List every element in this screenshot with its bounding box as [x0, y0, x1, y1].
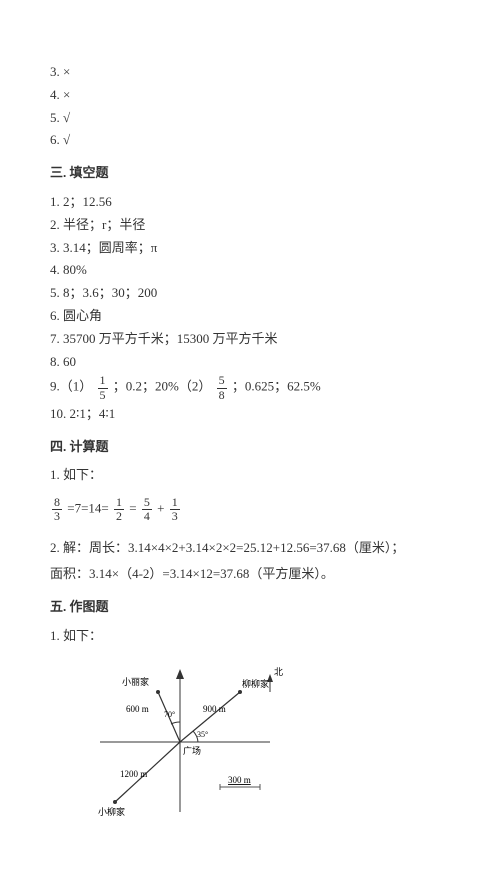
s3-9-frac2: 5 8 — [217, 374, 227, 401]
s4-op3: + — [157, 501, 164, 516]
s3-item4: 4. 80% — [50, 260, 450, 281]
s3-item2: 2. 半径；r；半径 — [50, 215, 450, 236]
s3-9-prefix: 9.（1） — [50, 379, 92, 394]
section4-body: 1. 如下： 8 3 =7=14= 1 2 = 5 4 + 1 3 2. 解：周… — [50, 465, 450, 585]
s4-eq: 8 3 =7=14= 1 2 = 5 4 + 1 3 — [50, 496, 450, 523]
s4-item1-label: 1. 如下： — [50, 465, 450, 486]
s4-item2b: 面积：3.14×（4-2）=3.14×12=37.68（平方厘米）。 — [50, 564, 450, 585]
s3-item9: 9.（1） 1 5 ；0.2；20%（2） 5 8 ；0.625；62.5% — [50, 374, 450, 401]
svg-text:70°: 70° — [164, 710, 175, 719]
ans-6: 6. √ — [50, 130, 450, 151]
svg-text:北: 北 — [274, 667, 283, 677]
s3-item3: 3. 3.14；圆周率；π — [50, 238, 450, 259]
s4-op2: = — [129, 501, 136, 516]
s4-op1: =7=14= — [67, 501, 109, 516]
svg-text:广场: 广场 — [183, 745, 201, 756]
svg-text:1200 m: 1200 m — [120, 769, 147, 779]
s3-item5: 5. 8；3.6；30；200 — [50, 283, 450, 304]
s3-9-frac1: 1 5 — [98, 374, 108, 401]
svg-text:小柳家: 小柳家 — [98, 806, 125, 817]
s4-f2: 1 2 — [114, 496, 124, 523]
s3-9-mid2: ；0.625；62.5% — [232, 379, 321, 394]
section4-title: 四. 计算题 — [50, 437, 450, 458]
s3-item10: 10. 2∶1；4∶1 — [50, 404, 450, 425]
section5-body: 1. 如下： 北 柳柳家 900 m 小丽家 600 m 小柳家 1200 — [50, 626, 450, 834]
svg-text:小丽家: 小丽家 — [122, 676, 149, 687]
s5-item1-label: 1. 如下： — [50, 626, 450, 647]
s4-item2a: 2. 解：周长：3.14×4×2+3.14×2×2=25.12+12.56=37… — [50, 538, 450, 559]
s3-item8: 8. 60 — [50, 352, 450, 373]
svg-text:600 m: 600 m — [126, 704, 149, 714]
svg-text:900 m: 900 m — [203, 704, 226, 714]
svg-text:35°: 35° — [197, 730, 208, 739]
ans-3: 3. × — [50, 62, 450, 83]
compass-diagram: 北 柳柳家 900 m 小丽家 600 m 小柳家 1200 m 70° 35° — [80, 657, 450, 834]
s4-f3: 5 4 — [142, 496, 152, 523]
section5-title: 五. 作图题 — [50, 597, 450, 618]
svg-text:柳柳家: 柳柳家 — [242, 678, 269, 689]
svg-text:300 m: 300 m — [228, 775, 251, 785]
s4-f1: 8 3 — [52, 496, 62, 523]
ans-5: 5. √ — [50, 108, 450, 129]
section3-title: 三. 填空题 — [50, 163, 450, 184]
s3-9-mid1: ；0.2；20%（2） — [113, 379, 212, 394]
s3-item6: 6. 圆心角 — [50, 306, 450, 327]
section3-body: 1. 2；12.56 2. 半径；r；半径 3. 3.14；圆周率；π 4. 8… — [50, 192, 450, 425]
ans-4: 4. × — [50, 85, 450, 106]
s3-item1: 1. 2；12.56 — [50, 192, 450, 213]
s3-item7: 7. 35700 万平方千米；15300 万平方千米 — [50, 329, 450, 350]
s4-f4: 1 3 — [170, 496, 180, 523]
diagram-svg: 北 柳柳家 900 m 小丽家 600 m 小柳家 1200 m 70° 35° — [80, 657, 300, 827]
top-answers: 3. × 4. × 5. √ 6. √ — [50, 62, 450, 151]
